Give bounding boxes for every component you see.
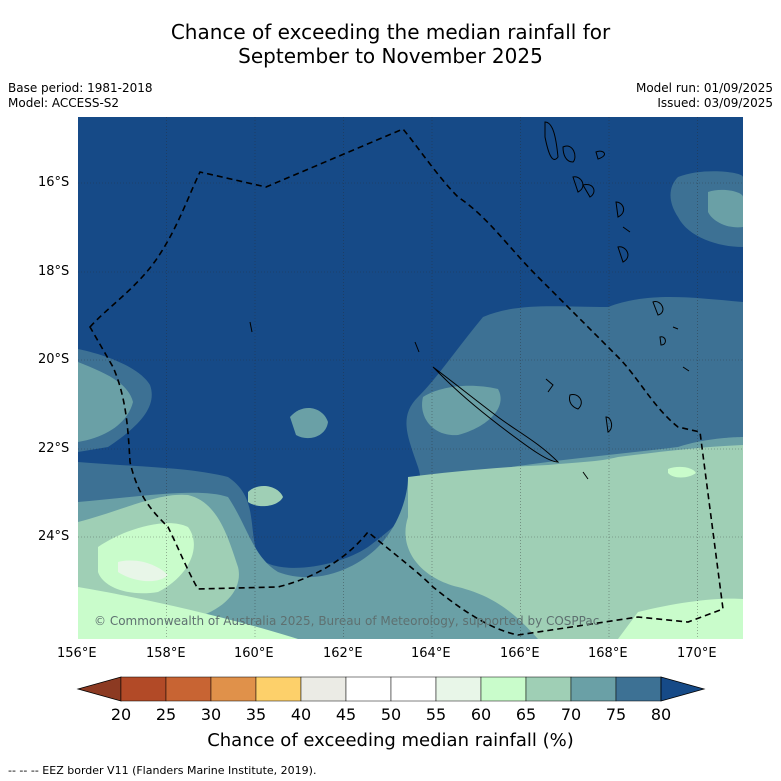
- colorbar-bin-55-60: [435, 676, 482, 702]
- colorbar-bin-50-55: [390, 676, 437, 702]
- lat-label-18s: 18°S: [38, 264, 70, 279]
- contour-65-70-east: [708, 189, 743, 228]
- colorbar-bin-70-75: [570, 676, 617, 702]
- contour-65-70-island: [290, 407, 328, 439]
- colorbar-tick-55: 55: [425, 705, 447, 724]
- model-run-date: Model run: 01/09/2025: [635, 81, 773, 95]
- colorbar-bin-30-35: [210, 676, 257, 702]
- coastlines: [249, 121, 690, 480]
- colorbar-bin-35-40: [255, 676, 302, 702]
- colorbar-bin-45-50: [345, 676, 392, 702]
- colorbar-bin-20-25: [120, 676, 167, 702]
- eez-border: [89, 128, 724, 636]
- colorbar-tick-20: 20: [110, 705, 132, 724]
- colorbar-bin-40-45: [300, 676, 347, 702]
- contour-55-60-islet: [668, 466, 696, 478]
- graticule: [78, 117, 743, 639]
- map-canvas: [78, 117, 743, 639]
- lon-label-166e: 166°E: [500, 646, 540, 661]
- lon-label-170e: 170°E: [677, 646, 717, 661]
- lon-label-158e: 158°E: [146, 646, 186, 661]
- lat-label-20s: 20°S: [38, 352, 70, 367]
- lon-label-162e: 162°E: [323, 646, 363, 661]
- issued-date: Issued: 03/09/2025: [657, 96, 773, 110]
- contour-50-55: [118, 560, 168, 582]
- chart-title-line-2: September to November 2025: [238, 44, 543, 68]
- lat-label-16s: 16°S: [38, 175, 70, 190]
- chart-title-line-1: Chance of exceeding the median rainfall …: [170, 20, 611, 44]
- base-period: Base period: 1981-2018: [8, 81, 153, 95]
- colorbar: [76, 676, 706, 702]
- rainfall-map: © Commonwealth of Australia 2025, Bureau…: [78, 117, 743, 639]
- lon-label-156e: 156°E: [57, 646, 97, 661]
- colorbar-tick-80: 80: [650, 705, 672, 724]
- colorbar-tick-35: 35: [245, 705, 267, 724]
- lon-label-164e: 164°E: [411, 646, 451, 661]
- colorbar-tick-50: 50: [380, 705, 402, 724]
- copyright-notice: © Commonwealth of Australia 2025, Bureau…: [94, 614, 600, 628]
- lat-label-24s: 24°S: [38, 529, 70, 544]
- colorbar-title: Chance of exceeding median rainfall (%): [207, 730, 574, 751]
- colorbar-extend-high: [660, 676, 706, 702]
- contour-60-65: [78, 445, 743, 639]
- colorbar-bin-65-70: [525, 676, 572, 702]
- lon-label-160e: 160°E: [234, 646, 274, 661]
- colorbar-tick-45: 45: [335, 705, 357, 724]
- colorbar-tick-75: 75: [605, 705, 627, 724]
- eez-footnote: -- -- -- EEZ border V11 (Flanders Marine…: [8, 764, 317, 777]
- colorbar-tick-65: 65: [515, 705, 537, 724]
- colorbar-tick-30: 30: [200, 705, 222, 724]
- colorbar-bin-60-65: [480, 676, 527, 702]
- colorbar-bin-75-80: [615, 676, 662, 702]
- contour-55-60: [78, 523, 743, 639]
- colorbar-tick-40: 40: [290, 705, 312, 724]
- lon-label-168e: 168°E: [588, 646, 628, 661]
- contour-60-65-islet: [248, 485, 283, 507]
- colorbar-tick-70: 70: [560, 705, 582, 724]
- colorbar-extend-low: [76, 676, 122, 702]
- model-name: Model: ACCESS-S2: [8, 96, 120, 110]
- colorbar-tick-25: 25: [155, 705, 177, 724]
- colorbar-bin-25-30: [165, 676, 212, 702]
- lat-label-22s: 22°S: [38, 441, 70, 456]
- contour-65-70-north: [422, 385, 501, 436]
- colorbar-tick-60: 60: [470, 705, 492, 724]
